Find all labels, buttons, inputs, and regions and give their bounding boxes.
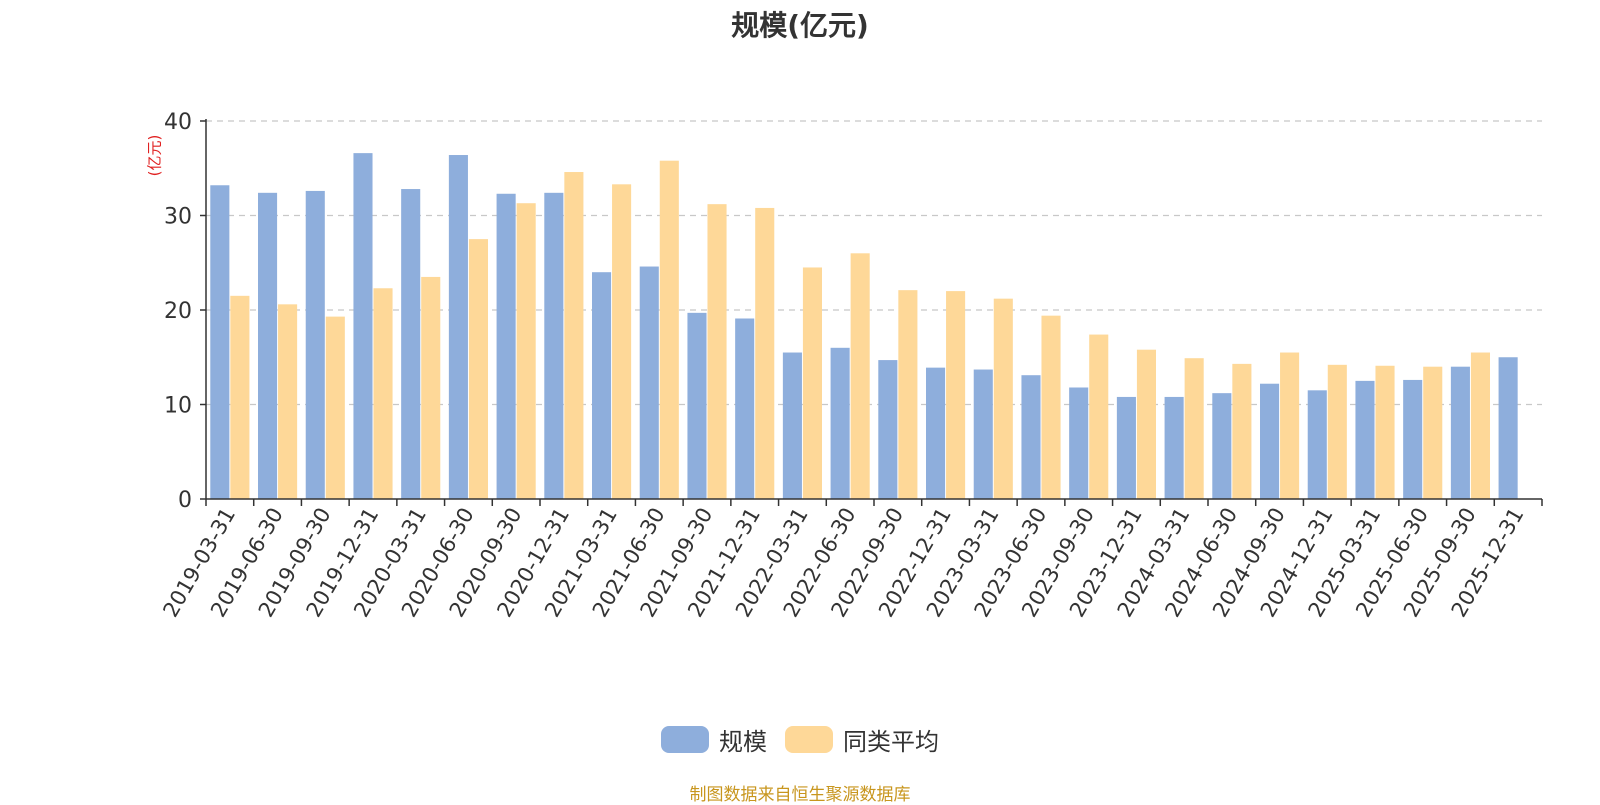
y-tick-label: 0 <box>178 488 192 513</box>
bar-peer-average <box>898 290 918 499</box>
bar-scale <box>735 318 755 499</box>
bar-scale <box>687 312 707 499</box>
bar-peer-average <box>1041 315 1061 499</box>
bar-scale <box>830 347 850 499</box>
bar-scale <box>210 185 230 499</box>
bar-scale <box>353 153 373 499</box>
bar-scale <box>1355 380 1375 499</box>
legend-label-scale: 规模 <box>719 728 767 756</box>
bar-peer-average <box>1423 366 1443 499</box>
bar-peer-average <box>1089 334 1109 499</box>
bar-scale <box>1116 396 1136 499</box>
bar-peer-average <box>325 316 345 499</box>
bar-peer-average <box>1184 358 1204 499</box>
bar-peer-average <box>707 204 727 499</box>
bar-scale <box>448 155 468 499</box>
bar-peer-average <box>564 172 584 499</box>
bar-peer-average <box>802 267 822 499</box>
legend: 规模 同类平均 <box>0 722 1600 757</box>
legend-swatch-scale <box>661 726 709 753</box>
bar-scale <box>1212 393 1232 499</box>
bar-peer-average <box>1232 363 1252 499</box>
bar-scale <box>926 367 946 499</box>
bar-peer-average <box>516 203 536 499</box>
bar-peer-average <box>612 184 632 499</box>
bar-scale <box>401 189 421 500</box>
bar-peer-average <box>1375 365 1395 499</box>
legend-item-peer-average[interactable]: 同类平均 <box>785 722 939 757</box>
bar-scale <box>592 272 612 499</box>
bar-scale <box>973 369 993 499</box>
bar-peer-average <box>1470 352 1490 499</box>
bar-peer-average <box>468 239 488 499</box>
bar-scale <box>1069 387 1089 499</box>
bar-scale <box>305 190 325 499</box>
bar-scale <box>1498 357 1518 499</box>
y-tick-label: 40 <box>164 110 192 135</box>
bar-scale <box>1021 375 1041 499</box>
bar-peer-average <box>1136 349 1156 499</box>
legend-swatch-peer-average <box>785 726 833 753</box>
bar-peer-average <box>993 298 1013 499</box>
bar-peer-average <box>755 207 775 499</box>
bar-peer-average <box>659 160 679 499</box>
bar-scale <box>544 192 564 499</box>
legend-label-peer-average: 同类平均 <box>843 728 939 756</box>
data-source-note: 制图数据来自恒生聚源数据库 <box>689 785 911 805</box>
bar-peer-average <box>373 288 393 499</box>
bar-peer-average <box>1327 364 1347 499</box>
y-tick-label: 30 <box>164 205 192 230</box>
bar-scale <box>258 192 278 499</box>
bar-scale <box>639 266 659 499</box>
bar-scale <box>1164 396 1184 499</box>
bar-scale <box>496 193 516 499</box>
bar-scale <box>1450 366 1470 499</box>
bar-scale <box>1260 383 1280 499</box>
bar-peer-average <box>850 253 870 499</box>
bar-peer-average <box>278 304 298 499</box>
y-tick-label: 20 <box>164 299 192 324</box>
bar-peer-average <box>1280 352 1300 499</box>
y-tick-label: 10 <box>164 394 192 419</box>
bar-scale <box>1307 390 1327 499</box>
bar-scale <box>782 352 802 499</box>
bar-peer-average <box>421 276 441 499</box>
bar-peer-average <box>230 295 250 499</box>
bar-peer-average <box>946 291 966 499</box>
bar-scale <box>1403 379 1423 499</box>
legend-item-scale[interactable]: 规模 <box>661 722 767 757</box>
bar-chart: 0102030402019-03-312019-06-302019-09-302… <box>158 110 1543 621</box>
bar-scale <box>878 360 898 499</box>
chart-title: 规模(亿元) <box>731 9 869 42</box>
